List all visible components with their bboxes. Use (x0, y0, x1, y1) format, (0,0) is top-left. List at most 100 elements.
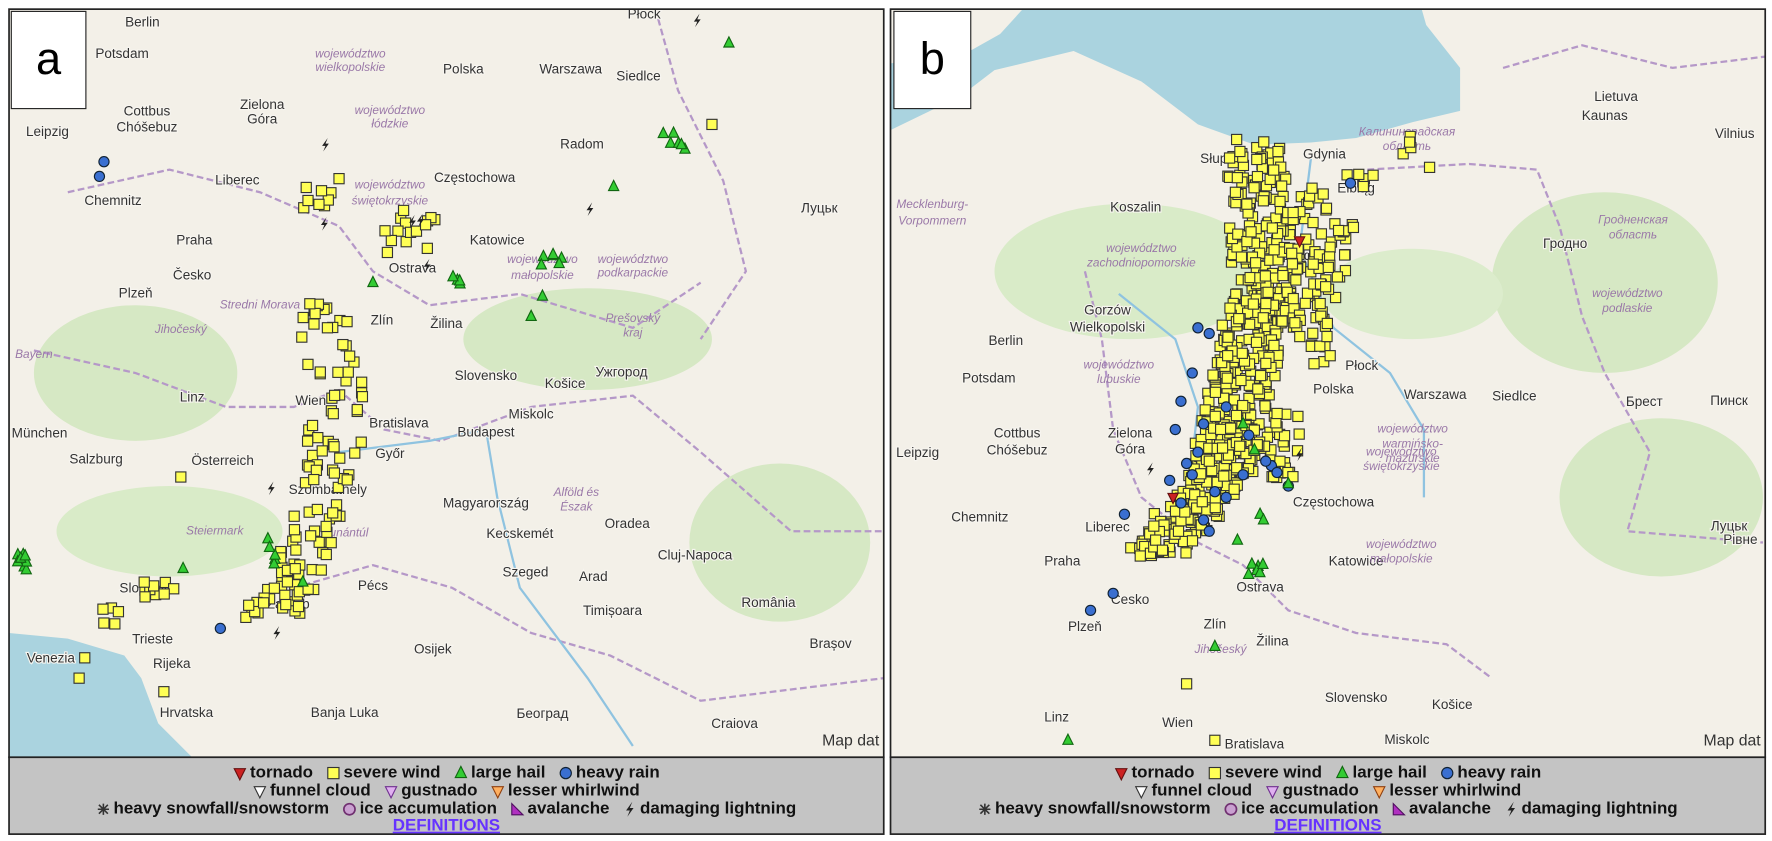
severe-wind-marker (289, 563, 301, 575)
region-label: mazurskie (1386, 451, 1440, 465)
border (1502, 44, 1766, 70)
place-label: Banja Luka (311, 705, 379, 720)
severe-wind-marker (1231, 462, 1243, 474)
severe-wind-marker (1286, 258, 1299, 270)
panel-a: Berlin Potsdam Płock Polska Warszawa Siedlce L… (8, 6, 885, 835)
place-label: Osijek (414, 641, 452, 656)
place-label: Koszalin (1110, 200, 1161, 215)
place-label: Liberec (1085, 519, 1130, 534)
severe-wind-marker (1222, 350, 1234, 362)
severe-wind-marker (1235, 251, 1248, 263)
severe-wind-marker (1244, 271, 1256, 284)
legend-row: funnel cloud gustnado lesser whirlwind (253, 781, 640, 800)
place-label: Slovensko (455, 368, 518, 383)
severe-wind-marker (320, 548, 332, 561)
place-label: Zlín (1204, 617, 1227, 632)
severe-wind-marker (1353, 168, 1365, 181)
place-label: Salzburg (69, 452, 122, 467)
severe-wind-marker (1289, 317, 1301, 329)
legend: tornado severe wind large hail heavy rainfu… (979, 763, 1678, 835)
severe-wind-marker (327, 766, 340, 780)
tornado-marker (1167, 492, 1180, 505)
place-label: Potsdam (95, 46, 148, 61)
lightning-marker (322, 137, 329, 152)
definitions-link[interactable]: DEFINITIONS (1274, 816, 1381, 835)
severe-wind-marker (1207, 369, 1219, 381)
place-label: Polska (1313, 382, 1354, 397)
severe-wind-marker (1148, 520, 1160, 532)
region-label: województwo (1106, 241, 1177, 255)
place-label: Пинск (1710, 393, 1748, 408)
place-label: Liberec (215, 172, 260, 187)
tornado-marker (233, 768, 247, 782)
definitions-link[interactable]: DEFINITIONS (393, 816, 500, 835)
severe-wind-marker (1299, 297, 1311, 309)
legend-label: gustnado (1283, 781, 1359, 800)
large-hail-marker (1257, 512, 1270, 525)
forest (1559, 418, 1763, 577)
severe-wind-marker (1233, 312, 1245, 325)
severe-wind-marker (1208, 766, 1222, 780)
severe-wind-marker (320, 520, 332, 533)
severe-wind-marker (1281, 286, 1293, 298)
severe-wind-marker (1209, 386, 1222, 398)
border (67, 168, 702, 330)
heavy-rain-marker (1186, 469, 1198, 481)
attribution: Map dat (822, 733, 880, 750)
region-label: Jihočeský (154, 322, 208, 336)
gustnado-marker (1266, 786, 1280, 800)
severe-wind-marker (1251, 153, 1263, 166)
severe-wind-marker (302, 583, 314, 595)
severe-wind-marker (1270, 417, 1282, 429)
severe-wind-marker (328, 389, 341, 402)
severe-wind-marker (1315, 228, 1328, 240)
severe-wind-marker (281, 576, 294, 588)
severe-wind-marker (301, 435, 314, 447)
severe-wind-marker (1237, 399, 1249, 412)
severe-wind-marker (79, 652, 91, 664)
severe-wind-marker (1367, 169, 1379, 181)
tornado-marker (1114, 768, 1128, 782)
severe-wind-marker (296, 331, 308, 343)
large-hail-marker (1282, 476, 1295, 489)
severe-wind-marker (315, 564, 327, 576)
heavy-rain-marker (1084, 604, 1097, 617)
severe-wind-marker (322, 194, 334, 206)
severe-wind-marker (1222, 331, 1234, 343)
large-hail-marker (1335, 765, 1349, 779)
severe-wind-marker (1243, 318, 1256, 330)
place-label: Płock (628, 6, 661, 21)
large-hail-marker (657, 126, 670, 139)
severe-wind-marker (1322, 261, 1334, 274)
severe-wind-marker (1156, 544, 1169, 556)
large-hail-marker (525, 309, 538, 322)
severe-wind-marker (1180, 678, 1193, 690)
place-label: Hrvatska (160, 705, 214, 720)
region-label: województwo (355, 103, 426, 117)
severe-wind-marker (1332, 224, 1345, 237)
place-label: Szeged (503, 565, 549, 580)
lightning-marker (1507, 801, 1516, 817)
avalanche-marker (511, 802, 525, 816)
severe-wind-marker (158, 686, 170, 698)
severe-wind-marker (1216, 319, 1228, 331)
heavy-rain-marker (1220, 401, 1232, 413)
snow-marker (97, 803, 109, 815)
place-label: Trieste (132, 631, 173, 646)
severe-wind-marker (249, 605, 261, 618)
severe-wind-marker (1423, 161, 1436, 174)
severe-wind-marker (1209, 501, 1221, 514)
severe-wind-marker (1314, 297, 1326, 310)
place-label: Pécs (358, 578, 388, 593)
region-label: podlaskie (1601, 301, 1653, 315)
place-label: Plzeň (1068, 619, 1102, 634)
heavy-rain-marker (559, 766, 572, 780)
map-features: Berlin Potsdam Leipzig Chemnitz Praha Česko Pl… (890, 9, 1766, 753)
large-hail-marker (537, 249, 550, 262)
panel-label-box (10, 10, 87, 110)
large-hail-marker (366, 275, 379, 288)
severe-wind-marker (1180, 547, 1192, 559)
place-label: Linz (180, 389, 205, 404)
severe-wind-marker (1258, 136, 1270, 148)
heavy-rain-marker (1118, 508, 1131, 520)
